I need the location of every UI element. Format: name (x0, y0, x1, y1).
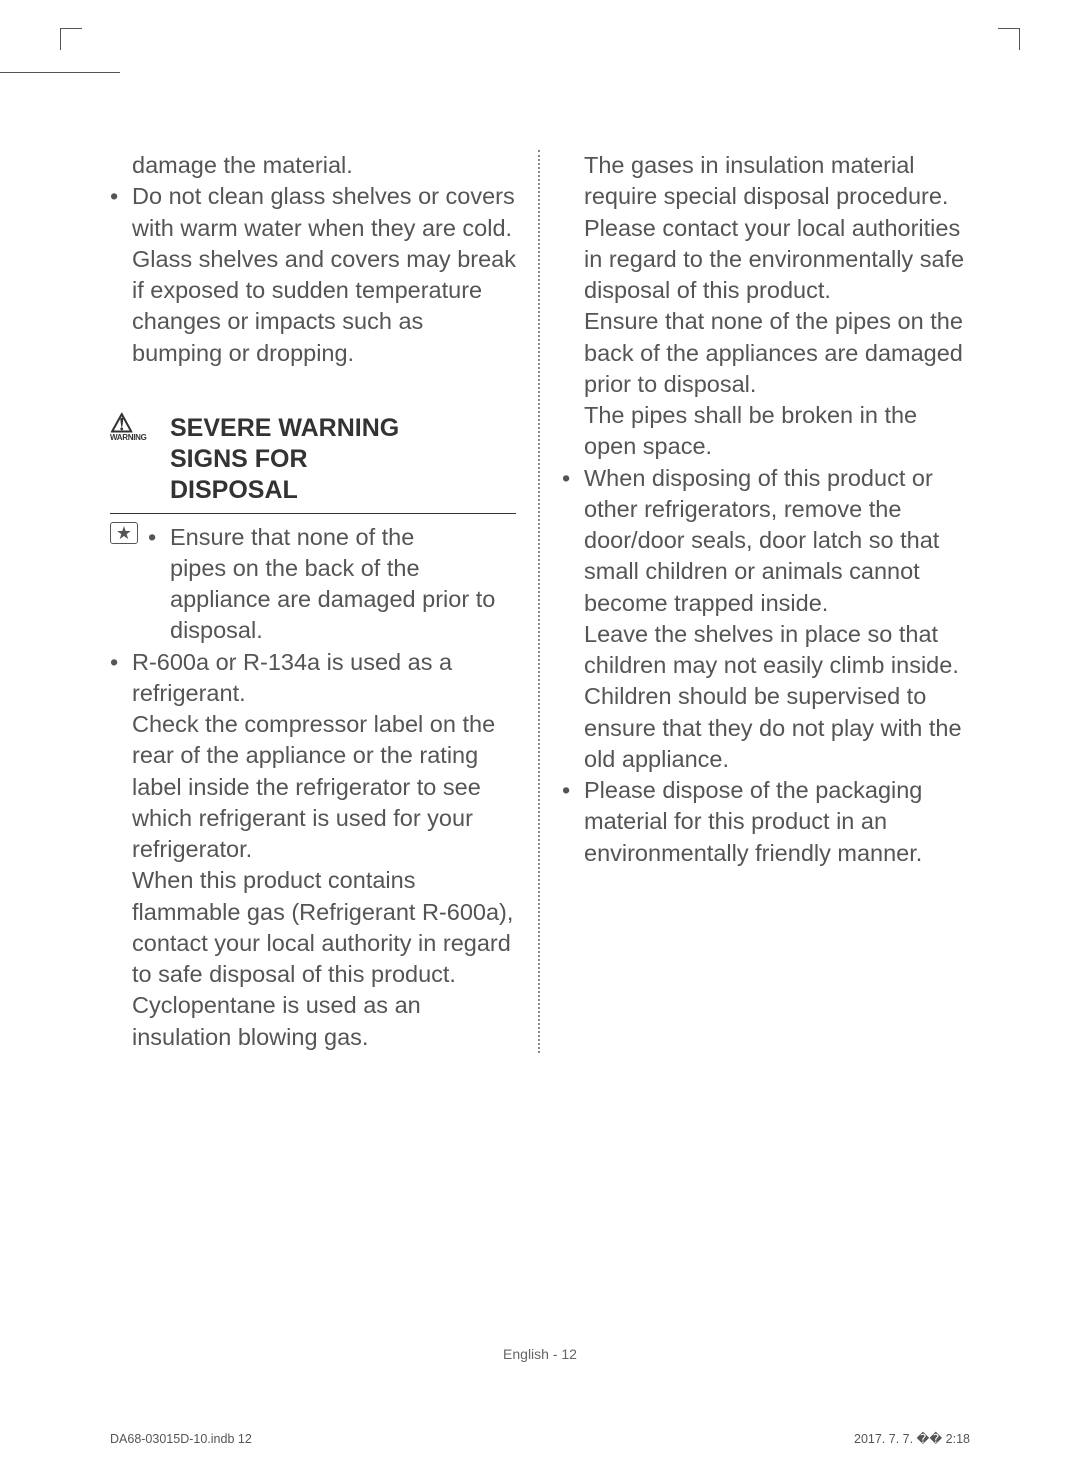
section-heading: ⚠ WARNING SEVERE WARNING SIGNS FOR DISPO… (110, 413, 516, 507)
paragraph-text: Check the compressor label on the rear o… (110, 709, 516, 865)
warning-triangle-icon: ⚠ (110, 413, 170, 434)
bullet-icon (148, 522, 170, 553)
left-column: damage the material. Do not clean glass … (110, 150, 540, 1053)
footer-timestamp: 2017. 7. 7. �� 2:18 (854, 1431, 970, 1446)
star-bullet-row: ★ Ensure that none of the (110, 522, 516, 553)
page-content: damage the material. Do not clean glass … (0, 0, 1080, 1472)
star-bullet-content: Ensure that none of the (148, 522, 516, 553)
bullet-item: R-600a or R-134a is used as a refrigeran… (110, 647, 516, 710)
two-column-layout: damage the material. Do not clean glass … (110, 150, 970, 1053)
paragraph-text: Ensure that none of the pipes on the bac… (562, 306, 970, 400)
bullet-icon (110, 181, 132, 369)
continuation-text: damage the material. (110, 150, 516, 181)
paragraph-text: Children should be supervised to ensure … (562, 681, 970, 775)
paragraph-text: Cyclopentane is used as an insulation bl… (110, 990, 516, 1053)
bullet-text: Ensure that none of the (170, 522, 414, 553)
heading-underline (110, 513, 516, 514)
bullet-item: Please dispose of the packaging material… (562, 775, 970, 869)
star-box-icon: ★ (110, 522, 138, 544)
bullet-text: When disposing of this product or other … (584, 463, 970, 619)
bullet-item: Do not clean glass shelves or covers wit… (110, 181, 516, 369)
heading-line: SEVERE WARNING (170, 413, 516, 444)
bullet-text: Do not clean glass shelves or covers wit… (132, 181, 516, 369)
page-number: English - 12 (0, 1346, 1080, 1362)
heading-line: DISPOSAL (170, 475, 516, 506)
paragraph-text: Leave the shelves in place so that child… (562, 619, 970, 682)
right-column: The gases in insulation material require… (540, 150, 970, 1053)
bullet-icon (562, 775, 584, 869)
star-bullet-continuation: pipes on the back of the appliance are d… (110, 553, 516, 647)
heading-text: SEVERE WARNING SIGNS FOR DISPOSAL (170, 413, 516, 507)
bullet-icon (110, 647, 132, 710)
bullet-item: When disposing of this product or other … (562, 463, 970, 619)
warning-icon: ⚠ WARNING (110, 413, 170, 507)
heading-line: SIGNS FOR (170, 444, 516, 475)
paragraph-text: Please contact your local authorities in… (562, 213, 970, 307)
footer-filename: DA68-03015D-10.indb 12 (110, 1432, 252, 1446)
paragraph-text: The pipes shall be broken in the open sp… (562, 400, 970, 463)
bullet-text: R-600a or R-134a is used as a refrigeran… (132, 647, 516, 710)
warning-label: WARNING (110, 433, 147, 442)
paragraph-text: The gases in insulation material require… (562, 150, 970, 213)
bullet-text: Please dispose of the packaging material… (584, 775, 970, 869)
paragraph-text: When this product contains flammable gas… (110, 865, 516, 990)
bullet-icon (562, 463, 584, 619)
